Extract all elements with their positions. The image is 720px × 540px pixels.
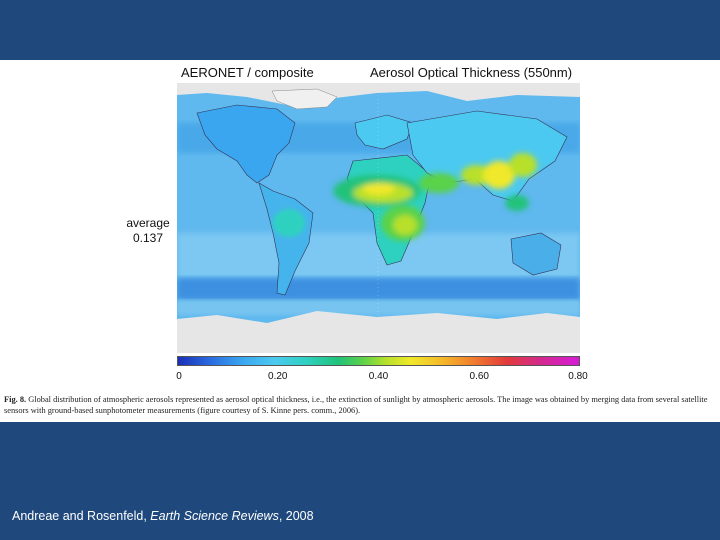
average-label: average [126,216,170,230]
aerosol-world-map [177,83,580,353]
europe-shape [354,114,414,150]
greenland-shape [271,88,338,110]
map-title-left: AERONET / composite [181,65,314,80]
north-america-shape [196,104,296,184]
average-value: 0.137 [132,231,164,245]
colorbar-tick-0: 0 [176,371,182,382]
citation-journal: Earth Science Reviews [150,509,279,523]
colorbar-tick-2: 0.40 [368,371,389,382]
australia-shape [510,232,562,276]
figure-panel: AERONET / composite Aerosol Optical Thic… [0,60,720,422]
colorbar-tick-4: 0.80 [568,371,588,382]
map-title-right: Aerosol Optical Thickness (550nm) [370,65,573,80]
citation-authors: Andreae and Rosenfeld, [12,509,151,523]
citation-year: , 2008 [278,509,314,523]
slide-citation: Andreae and Rosenfeld, Earth Science Rev… [12,509,314,523]
map-graphic [177,83,580,353]
average-annotation: average 0.137 [118,216,178,246]
aerosol-hotspots [333,153,537,241]
colorbar-tick-1: 0.20 [268,371,288,382]
south-america-shape [258,182,314,296]
figure-caption: Fig. 8. Global distribution of atmospher… [4,394,716,416]
colorbar-tick-3: 0.60 [469,371,489,382]
antarctica-region [177,311,580,353]
caption-text: Global distribution of atmospheric aeros… [4,395,708,415]
caption-label: Fig. 8. [4,395,27,404]
aot-colorbar [177,356,580,366]
